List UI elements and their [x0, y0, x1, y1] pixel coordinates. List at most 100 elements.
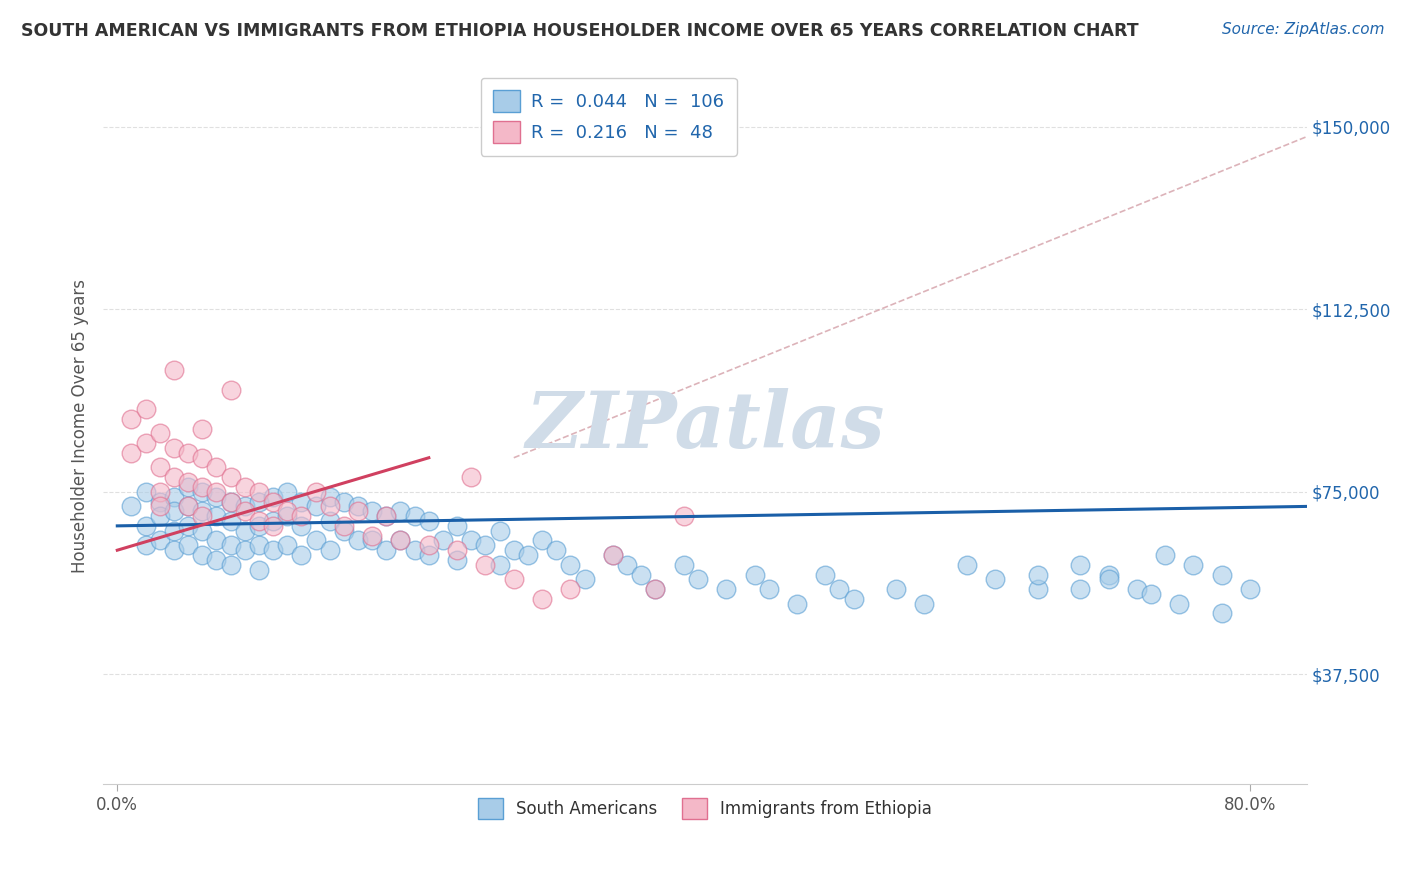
Point	[644, 582, 666, 596]
Point	[389, 533, 412, 548]
Point	[361, 504, 384, 518]
Point	[912, 597, 935, 611]
Point	[1069, 558, 1091, 572]
Point	[177, 500, 200, 514]
Point	[120, 446, 142, 460]
Point	[318, 514, 340, 528]
Point	[361, 533, 384, 548]
Point	[163, 441, 186, 455]
Text: ZIPatlas: ZIPatlas	[526, 388, 884, 465]
Point	[191, 504, 214, 518]
Point	[205, 533, 228, 548]
Point	[149, 533, 172, 548]
Point	[1140, 587, 1163, 601]
Point	[163, 490, 186, 504]
Point	[247, 514, 270, 528]
Point	[333, 519, 356, 533]
Point	[191, 524, 214, 538]
Point	[418, 538, 440, 552]
Point	[956, 558, 979, 572]
Point	[574, 573, 596, 587]
Point	[418, 548, 440, 562]
Point	[149, 500, 172, 514]
Point	[1126, 582, 1149, 596]
Point	[361, 528, 384, 542]
Y-axis label: Householder Income Over 65 years: Householder Income Over 65 years	[72, 279, 89, 574]
Point	[744, 567, 766, 582]
Point	[560, 558, 582, 572]
Point	[247, 563, 270, 577]
Point	[120, 500, 142, 514]
Point	[177, 538, 200, 552]
Point	[163, 543, 186, 558]
Point	[149, 509, 172, 524]
Point	[219, 383, 242, 397]
Point	[644, 582, 666, 596]
Point	[233, 504, 256, 518]
Point	[163, 363, 186, 377]
Point	[191, 480, 214, 494]
Point	[163, 470, 186, 484]
Point	[177, 480, 200, 494]
Point	[404, 543, 426, 558]
Point	[446, 543, 468, 558]
Point	[191, 484, 214, 499]
Point	[531, 591, 554, 606]
Point	[488, 558, 510, 572]
Point	[163, 524, 186, 538]
Point	[177, 500, 200, 514]
Point	[304, 500, 326, 514]
Point	[375, 543, 398, 558]
Point	[531, 533, 554, 548]
Point	[375, 509, 398, 524]
Point	[233, 543, 256, 558]
Point	[602, 548, 624, 562]
Point	[984, 573, 1007, 587]
Point	[1154, 548, 1177, 562]
Point	[276, 504, 298, 518]
Point	[262, 543, 284, 558]
Point	[149, 494, 172, 508]
Point	[502, 543, 524, 558]
Point	[842, 591, 865, 606]
Point	[474, 538, 496, 552]
Point	[333, 494, 356, 508]
Point	[460, 533, 482, 548]
Point	[191, 450, 214, 465]
Point	[205, 509, 228, 524]
Text: Source: ZipAtlas.com: Source: ZipAtlas.com	[1222, 22, 1385, 37]
Point	[347, 500, 370, 514]
Point	[884, 582, 907, 596]
Point	[460, 470, 482, 484]
Point	[1211, 607, 1233, 621]
Point	[290, 519, 312, 533]
Point	[474, 558, 496, 572]
Point	[135, 402, 157, 417]
Point	[135, 436, 157, 450]
Point	[247, 494, 270, 508]
Point	[135, 484, 157, 499]
Point	[502, 573, 524, 587]
Point	[219, 494, 242, 508]
Point	[163, 504, 186, 518]
Point	[276, 538, 298, 552]
Point	[233, 524, 256, 538]
Point	[318, 490, 340, 504]
Point	[602, 548, 624, 562]
Point	[1168, 597, 1191, 611]
Point	[672, 558, 695, 572]
Point	[446, 519, 468, 533]
Point	[488, 524, 510, 538]
Point	[262, 494, 284, 508]
Point	[219, 538, 242, 552]
Point	[205, 553, 228, 567]
Point	[177, 475, 200, 489]
Point	[290, 548, 312, 562]
Point	[205, 490, 228, 504]
Legend: South Americans, Immigrants from Ethiopia: South Americans, Immigrants from Ethiopi…	[471, 792, 939, 825]
Point	[1097, 567, 1119, 582]
Point	[191, 509, 214, 524]
Point	[191, 421, 214, 435]
Point	[418, 514, 440, 528]
Point	[333, 524, 356, 538]
